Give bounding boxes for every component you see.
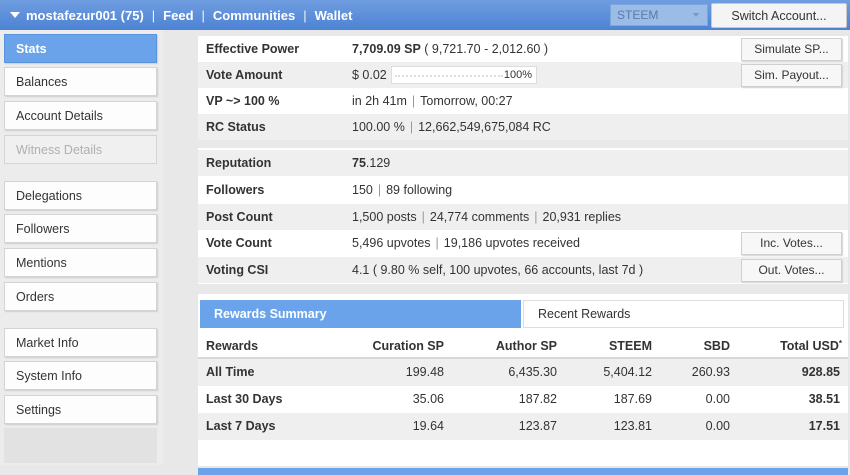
sidebar-item-account-details[interactable]: Account Details: [4, 101, 157, 130]
column-header-curation-sp: Curation SP: [372, 339, 444, 353]
sidebar-item-balances[interactable]: Balances: [4, 67, 157, 96]
sim-payout-button[interactable]: Sim. Payout...: [741, 63, 842, 87]
voting-csi-value: 4.1 ( 9.80 % self, 100 upvotes, 66 accou…: [352, 263, 644, 277]
vote-count-label: Vote Count: [206, 236, 272, 250]
vote-weight-track: [395, 75, 503, 77]
vp-label: VP ~> 100 %: [206, 94, 280, 108]
table-cell: 260.93: [691, 365, 730, 379]
vp-row: VP ~> 100 % in 2h 41m | Tomorrow, 00:27: [198, 88, 848, 114]
nav-separator: |: [201, 7, 205, 23]
sidebar-item-witness-details: Witness Details: [4, 135, 157, 164]
vote-weight-percent: 100%: [503, 69, 532, 81]
table-cell: 17.51: [808, 419, 840, 433]
coin-select[interactable]: STEEM: [610, 4, 708, 26]
top-nav: mostafezur001 (75) | Feed | Communities …: [26, 8, 352, 23]
section-divider: [198, 284, 848, 294]
column-header-steem: STEEM: [608, 339, 652, 353]
table-cell: 123.87: [518, 419, 557, 433]
table-cell: 928.85: [801, 365, 840, 379]
outgoing-votes-button[interactable]: Out. Votes...: [741, 258, 842, 282]
reputation-value: 75.129: [352, 156, 391, 170]
chevron-down-icon: [693, 13, 699, 17]
effective-power-label: Effective Power: [206, 42, 300, 56]
vote-weight-slider[interactable]: 100%: [391, 66, 537, 84]
table-cell: 6,435.30: [508, 365, 557, 379]
effective-power-row: Effective Power 7,709.09 SP ( 9,721.70 -…: [198, 36, 848, 62]
nav-feed-link[interactable]: Feed: [163, 7, 194, 23]
rewards-table-header: Rewards Curation SP Author SP STEEM SBD …: [198, 333, 848, 359]
nav-separator: |: [303, 7, 307, 23]
table-cell: Last 7 Days: [206, 419, 276, 433]
stats-panel: Effective Power 7,709.09 SP ( 9,721.70 -…: [198, 36, 848, 466]
sidebar-footer: [4, 428, 157, 463]
nav-wallet-link[interactable]: Wallet: [314, 7, 353, 23]
post-count-value: 1,500 posts | 24,774 comments | 20,931 repli…: [352, 210, 622, 224]
table-cell: All Time: [206, 365, 255, 379]
table-cell: 35.06: [412, 392, 444, 406]
column-header-sbd: SBD: [703, 339, 730, 353]
tab-recent-rewards[interactable]: Recent Rewards: [523, 300, 844, 328]
table-cell: 19.64: [412, 419, 444, 433]
nav-communities-link[interactable]: Communities: [212, 7, 296, 23]
vote-count-value: 5,496 upvotes | 19,186 upvotes received: [352, 236, 581, 250]
switch-account-button[interactable]: Switch Account...: [711, 3, 847, 28]
effective-power-value: 7,709.09 SP ( 9,721.70 - 2,012.60 ): [352, 42, 548, 56]
simulate-sp-button[interactable]: Simulate SP...: [741, 37, 842, 61]
table-cell: 123.81: [613, 419, 652, 433]
account-menu-caret-icon[interactable]: [10, 12, 20, 18]
vote-amount-row: Vote Amount $ 0.02 100% Sim. Payout...: [198, 62, 848, 88]
followers-label: Followers: [206, 183, 265, 197]
table-row: All Time 199.48 6,435.30 5,404.12 260.93…: [198, 359, 848, 386]
sidebar-item-system-info[interactable]: System Info: [4, 361, 157, 390]
tab-rewards-summary[interactable]: Rewards Summary: [200, 300, 521, 328]
table-cell: Last 30 Days: [206, 392, 283, 406]
sidebar-item-mentions[interactable]: Mentions: [4, 248, 157, 277]
bottom-accent-bar: [198, 468, 848, 475]
reputation-row: Reputation 75.129: [198, 150, 848, 176]
nav-separator: |: [151, 7, 156, 23]
voting-csi-row: Voting CSI 4.1 ( 9.80 % self, 100 upvote…: [198, 257, 848, 283]
voting-csi-label: Voting CSI: [206, 263, 269, 277]
coin-select-value: STEEM: [617, 8, 659, 22]
account-name-link[interactable]: mostafezur001 (75): [26, 7, 144, 23]
column-header-author-sp: Author SP: [495, 339, 557, 353]
sidebar-item-stats[interactable]: Stats: [4, 34, 157, 63]
table-cell: 5,404.12: [603, 365, 652, 379]
table-cell: 38.51: [808, 392, 840, 406]
column-header-total-usd: Total USD*: [780, 339, 842, 353]
sidebar: Stats Balances Account Details Witness D…: [0, 30, 163, 465]
vote-count-row: Vote Count 5,496 upvotes | 19,186 upvotes …: [198, 230, 848, 256]
table-cell: 187.82: [518, 392, 557, 406]
table-cell: 0.00: [705, 392, 730, 406]
vote-amount-label: Vote Amount: [206, 68, 283, 82]
top-bar: mostafezur001 (75) | Feed | Communities …: [0, 0, 850, 30]
table-cell: 0.00: [705, 419, 730, 433]
table-row: Last 30 Days 35.06 187.82 187.69 0.00 38…: [198, 386, 848, 413]
sidebar-item-followers[interactable]: Followers: [4, 214, 157, 243]
vp-value: in 2h 41m | Tomorrow, 00:27: [352, 94, 513, 108]
table-cell: 199.48: [405, 365, 444, 379]
rc-status-row: RC Status 100.00 % | 12,662,549,675,084 RC: [198, 114, 848, 140]
incoming-votes-button[interactable]: Inc. Votes...: [741, 231, 842, 255]
sidebar-item-delegations[interactable]: Delegations: [4, 181, 157, 210]
followers-value: 150 | 89 following: [352, 183, 453, 197]
post-count-row: Post Count 1,500 posts | 24,774 comments | 2…: [198, 204, 848, 230]
sidebar-item-settings[interactable]: Settings: [4, 395, 157, 424]
sidebar-item-market-info[interactable]: Market Info: [4, 328, 157, 357]
table-row: Last 7 Days 19.64 123.87 123.81 0.00 17.…: [198, 413, 848, 440]
post-count-label: Post Count: [206, 210, 273, 224]
table-cell: 187.69: [613, 392, 652, 406]
rewards-tabs: Rewards Summary Recent Rewards: [198, 298, 848, 328]
rc-status-label: RC Status: [206, 120, 266, 134]
vote-amount-value: $ 0.02: [352, 68, 387, 82]
section-divider: [198, 140, 848, 148]
column-header-rewards: Rewards: [206, 339, 259, 353]
reputation-label: Reputation: [206, 156, 272, 170]
followers-row: Followers 150 | 89 following: [198, 177, 848, 203]
rc-status-value: 100.00 % | 12,662,549,675,084 RC: [352, 120, 551, 134]
sidebar-item-orders[interactable]: Orders: [4, 282, 157, 311]
